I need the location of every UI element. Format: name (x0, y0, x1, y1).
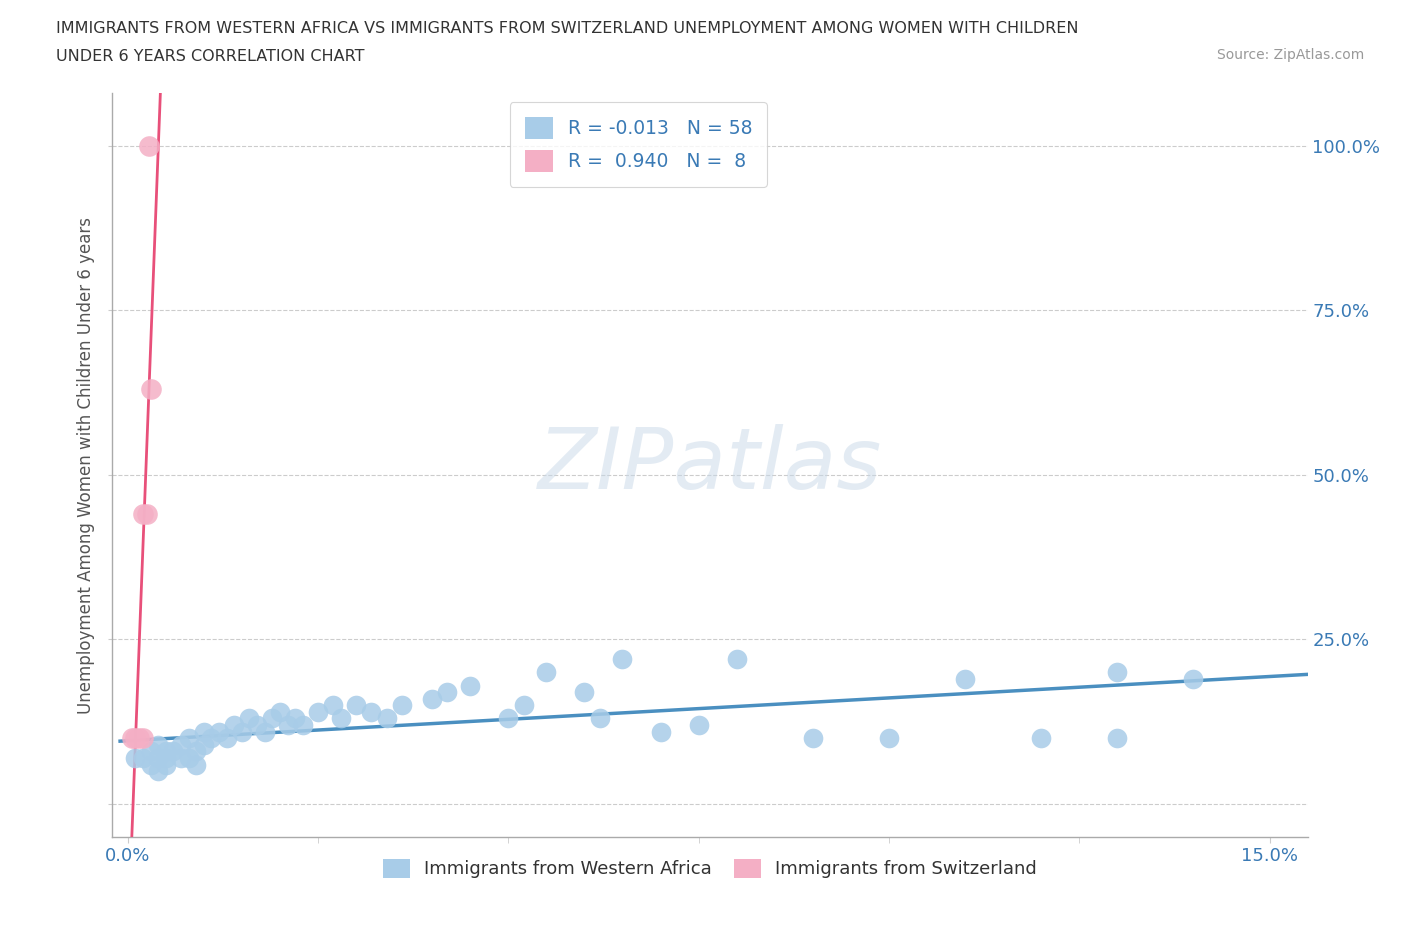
Point (146, 751, 169, 765)
Point (1182, 671, 1205, 686)
Point (238, 711, 260, 726)
Point (132, 751, 155, 765)
Point (329, 711, 352, 726)
Point (725, 652, 748, 667)
Point (650, 724, 672, 739)
Point (1031, 731, 1053, 746)
Point (436, 684, 458, 699)
Point (512, 698, 534, 712)
Point (132, 731, 155, 746)
Point (344, 698, 367, 712)
Point (155, 757, 177, 772)
Point (177, 731, 200, 746)
Legend: Immigrants from Western Africa, Immigrants from Switzerland: Immigrants from Western Africa, Immigran… (374, 849, 1046, 887)
Text: UNDER 6 YEARS CORRELATION CHART: UNDER 6 YEARS CORRELATION CHART (56, 49, 364, 64)
Point (200, 731, 222, 746)
Point (146, 737, 169, 752)
Text: IMMIGRANTS FROM WESTERN AFRICA VS IMMIGRANTS FROM SWITZERLAND UNEMPLOYMENT AMONG: IMMIGRANTS FROM WESTERN AFRICA VS IMMIGR… (56, 21, 1078, 36)
Point (135, 507, 157, 522)
Point (186, 744, 208, 759)
Point (458, 678, 481, 693)
Point (121, 731, 143, 746)
Point (536, 665, 558, 680)
Point (291, 718, 314, 733)
Point (170, 751, 193, 765)
Point (170, 737, 193, 752)
Point (284, 711, 307, 726)
Point (1107, 665, 1129, 680)
Y-axis label: Unemployment Among Women with Children Under 6 years: Unemployment Among Women with Children U… (77, 217, 96, 713)
Point (162, 744, 184, 759)
Point (588, 711, 610, 726)
Point (801, 731, 824, 746)
Point (193, 724, 215, 739)
Point (307, 704, 329, 719)
Point (246, 718, 269, 733)
Point (360, 704, 382, 719)
Point (224, 718, 246, 733)
Text: Source: ZipAtlas.com: Source: ZipAtlas.com (1216, 48, 1364, 62)
Point (420, 691, 443, 706)
Point (231, 724, 253, 739)
Text: ZIPatlas: ZIPatlas (538, 423, 882, 507)
Point (277, 718, 299, 733)
Point (124, 731, 146, 746)
Point (138, 139, 160, 153)
Point (124, 751, 146, 765)
Point (177, 751, 200, 765)
Point (1107, 731, 1129, 746)
Point (155, 744, 177, 759)
Point (132, 507, 155, 522)
Point (155, 751, 177, 765)
Point (375, 711, 398, 726)
Point (215, 731, 238, 746)
Point (322, 698, 344, 712)
Point (574, 684, 596, 699)
Point (688, 718, 710, 733)
Point (953, 671, 976, 686)
Point (139, 744, 162, 759)
Point (612, 652, 634, 667)
Point (269, 704, 291, 719)
Point (262, 711, 284, 726)
Point (139, 382, 162, 397)
Point (391, 698, 413, 712)
Point (208, 724, 231, 739)
Point (146, 764, 169, 778)
Point (139, 757, 162, 772)
Point (498, 711, 520, 726)
Point (193, 737, 215, 752)
Point (877, 731, 900, 746)
Point (186, 757, 208, 772)
Point (128, 731, 150, 746)
Point (253, 724, 276, 739)
